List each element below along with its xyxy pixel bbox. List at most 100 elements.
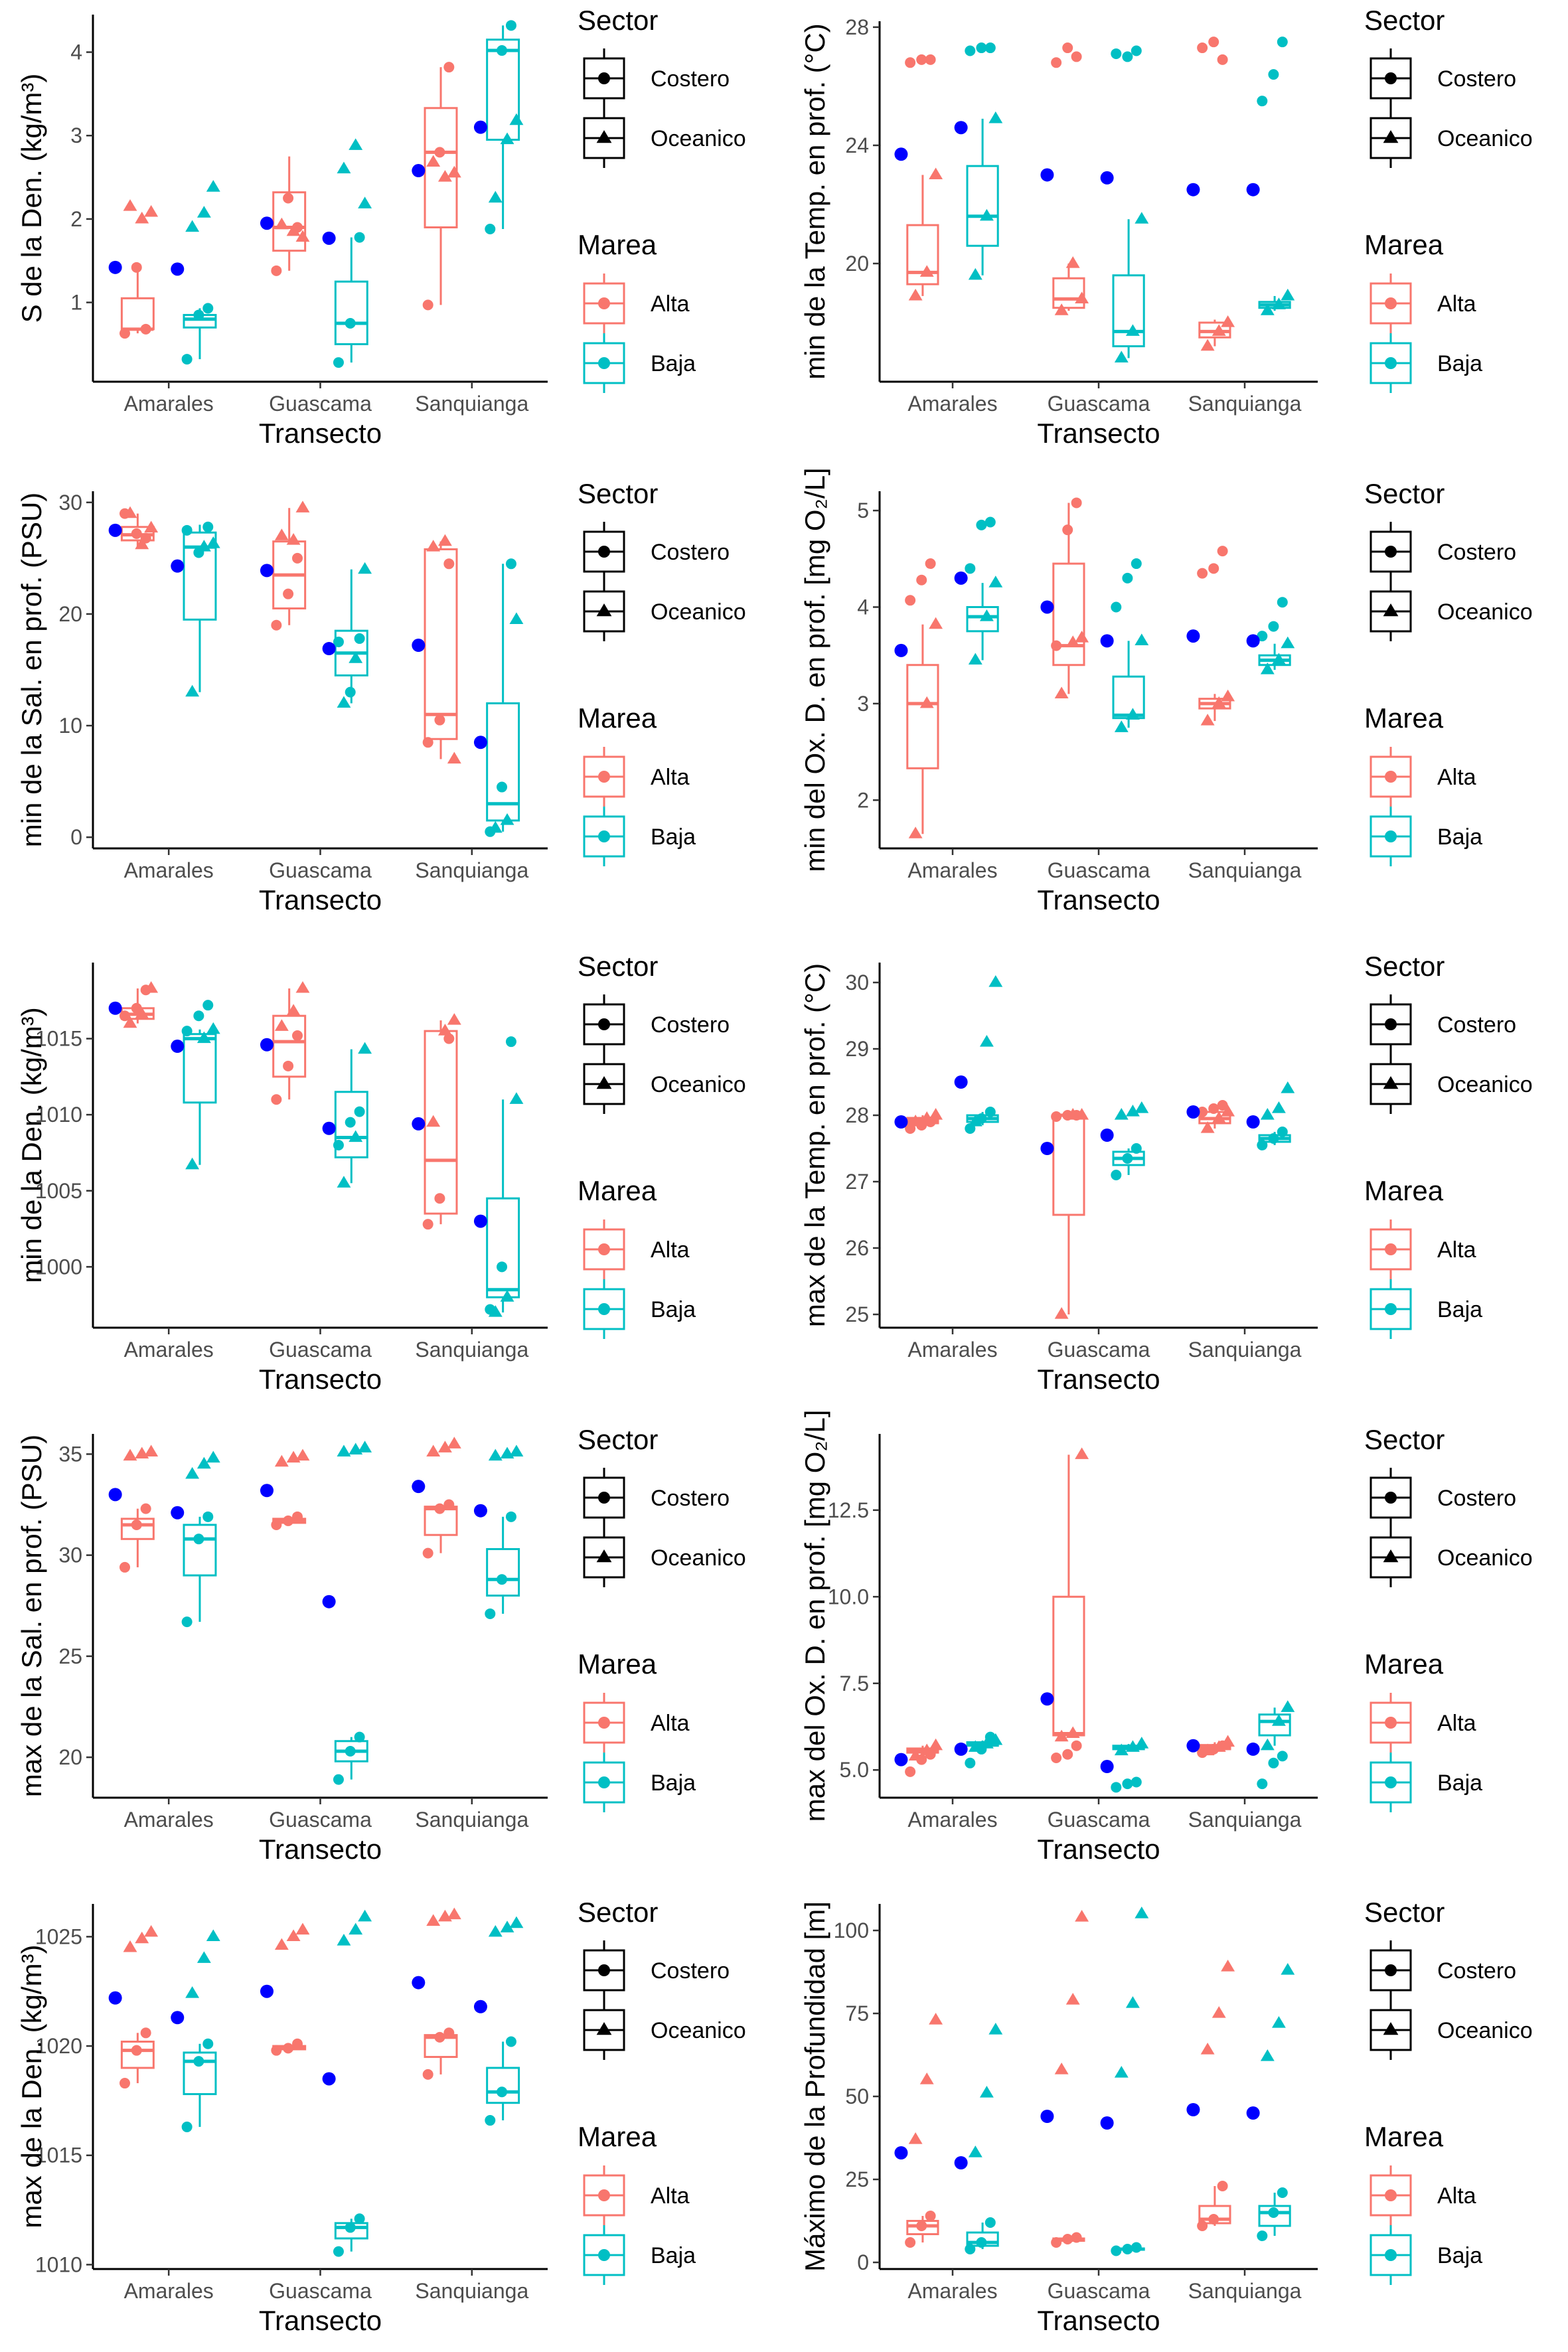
mean-marker bbox=[473, 120, 487, 134]
circle-icon bbox=[1385, 2189, 1397, 2201]
mean-marker bbox=[260, 564, 274, 578]
legend-marea-title: Marea bbox=[1364, 2121, 1444, 2152]
point-costero bbox=[1197, 568, 1208, 579]
point-costero bbox=[422, 1219, 433, 1230]
x-axis-title: Transecto bbox=[1037, 1364, 1160, 1395]
point-costero bbox=[422, 2069, 433, 2080]
y-tick-label: 1010 bbox=[35, 2252, 82, 2276]
legend: Sector Costero Oceanico Marea Alta Baja bbox=[578, 1897, 746, 2285]
box-alta bbox=[1052, 277, 1085, 309]
point-oceanico bbox=[1281, 1700, 1295, 1712]
legend-marea-label: Baja bbox=[1437, 824, 1482, 850]
x-axis-title: Transecto bbox=[1037, 1834, 1160, 1865]
y-tick-label: 5 bbox=[857, 499, 869, 522]
point-costero bbox=[1111, 48, 1122, 59]
circle-icon bbox=[1385, 771, 1397, 783]
point-oceanico bbox=[1221, 1105, 1235, 1117]
circle-icon bbox=[1385, 72, 1397, 84]
mean-marker bbox=[322, 1595, 336, 1608]
point-oceanico bbox=[1075, 1910, 1089, 1922]
legend-sector-title: Sector bbox=[578, 478, 658, 509]
point-oceanico bbox=[295, 1449, 310, 1461]
point-oceanico bbox=[1065, 1726, 1080, 1739]
triangle-icon bbox=[1383, 1076, 1399, 1089]
point-oceanico bbox=[979, 208, 994, 221]
point-oceanico bbox=[1281, 288, 1295, 301]
point-oceanico bbox=[919, 265, 934, 277]
point-costero bbox=[1122, 572, 1133, 584]
point-costero bbox=[131, 1520, 142, 1530]
legend-marea-label: Baja bbox=[651, 2243, 696, 2268]
point-costero bbox=[443, 62, 455, 73]
point-costero bbox=[283, 1515, 294, 1526]
box-alta bbox=[272, 191, 307, 252]
point-oceanico bbox=[908, 2132, 923, 2144]
point-oceanico bbox=[1135, 1907, 1149, 1919]
point-oceanico bbox=[274, 1454, 289, 1467]
point-oceanico bbox=[500, 132, 514, 145]
point-costero bbox=[1257, 1778, 1268, 1790]
x-tick-label: Sanquianga bbox=[415, 2279, 528, 2303]
point-costero bbox=[119, 2078, 131, 2089]
point-costero bbox=[354, 633, 365, 644]
point-costero bbox=[1122, 51, 1133, 62]
point-oceanico bbox=[1114, 351, 1129, 362]
point-costero bbox=[140, 323, 151, 335]
legend-marea-title: Marea bbox=[1364, 1175, 1444, 1206]
y-tick-label: 5.0 bbox=[840, 1758, 869, 1782]
y-tick-label: 35 bbox=[58, 1442, 82, 1466]
point-oceanico bbox=[908, 1115, 923, 1127]
point-costero bbox=[1111, 1170, 1122, 1180]
point-costero bbox=[1071, 2232, 1082, 2243]
point-costero bbox=[1131, 2242, 1142, 2253]
point-costero bbox=[1111, 1782, 1122, 1793]
panel-1: 1 2 3 4 Amarales Guascama Sanquianga Transecto S… bbox=[16, 5, 746, 449]
y-tick-label: 12.5 bbox=[828, 1498, 869, 1522]
x-tick-label: Sanquianga bbox=[1188, 2279, 1302, 2303]
point-costero bbox=[443, 558, 455, 570]
point-costero bbox=[505, 2036, 516, 2047]
point-oceanico bbox=[337, 1176, 351, 1188]
legend: Sector Costero Oceanico Marea Alta Baja bbox=[578, 951, 746, 1339]
y-axis-title: min de la Sal. en prof. (PSU) bbox=[16, 493, 47, 848]
legend-sector-label: Oceanico bbox=[1437, 2018, 1533, 2043]
x-tick-label: Guascama bbox=[1048, 858, 1150, 882]
point-costero bbox=[434, 714, 445, 726]
point-costero bbox=[131, 528, 142, 539]
point-oceanico bbox=[1281, 636, 1295, 649]
legend-marea-label: Baja bbox=[1437, 1770, 1482, 1796]
point-oceanico bbox=[988, 1733, 1003, 1745]
point-costero bbox=[202, 1000, 214, 1011]
point-costero bbox=[1217, 54, 1228, 65]
point-oceanico bbox=[349, 651, 363, 663]
point-costero bbox=[1277, 2187, 1288, 2198]
mean-marker bbox=[322, 2072, 336, 2086]
y-tick-label: 24 bbox=[845, 133, 869, 157]
point-oceanico bbox=[500, 1290, 514, 1302]
circle-icon bbox=[598, 72, 610, 84]
y-tick-label: 20 bbox=[58, 1745, 82, 1769]
point-oceanico bbox=[1271, 1714, 1286, 1726]
point-costero bbox=[485, 224, 496, 235]
mean-marker bbox=[1246, 1115, 1260, 1129]
point-oceanico bbox=[1125, 324, 1140, 336]
circle-icon bbox=[1385, 1964, 1397, 1976]
point-costero bbox=[193, 1533, 204, 1545]
point-oceanico bbox=[509, 1916, 524, 1928]
point-costero bbox=[1277, 37, 1288, 48]
point-oceanico bbox=[968, 1740, 982, 1752]
legend-sector-title: Sector bbox=[578, 1897, 658, 1928]
point-oceanico bbox=[123, 506, 137, 518]
point-oceanico bbox=[295, 980, 310, 993]
mean-marker bbox=[260, 1984, 274, 1998]
point-oceanico bbox=[488, 1924, 503, 1937]
point-costero bbox=[1051, 1111, 1062, 1122]
box-baja bbox=[334, 1091, 368, 1158]
x-tick-label: Sanquianga bbox=[1188, 1338, 1302, 1362]
point-oceanico bbox=[274, 1019, 289, 1031]
mean-marker bbox=[1186, 1105, 1200, 1119]
point-costero bbox=[434, 1193, 445, 1204]
point-oceanico bbox=[1135, 1737, 1149, 1749]
point-oceanico bbox=[979, 609, 994, 621]
